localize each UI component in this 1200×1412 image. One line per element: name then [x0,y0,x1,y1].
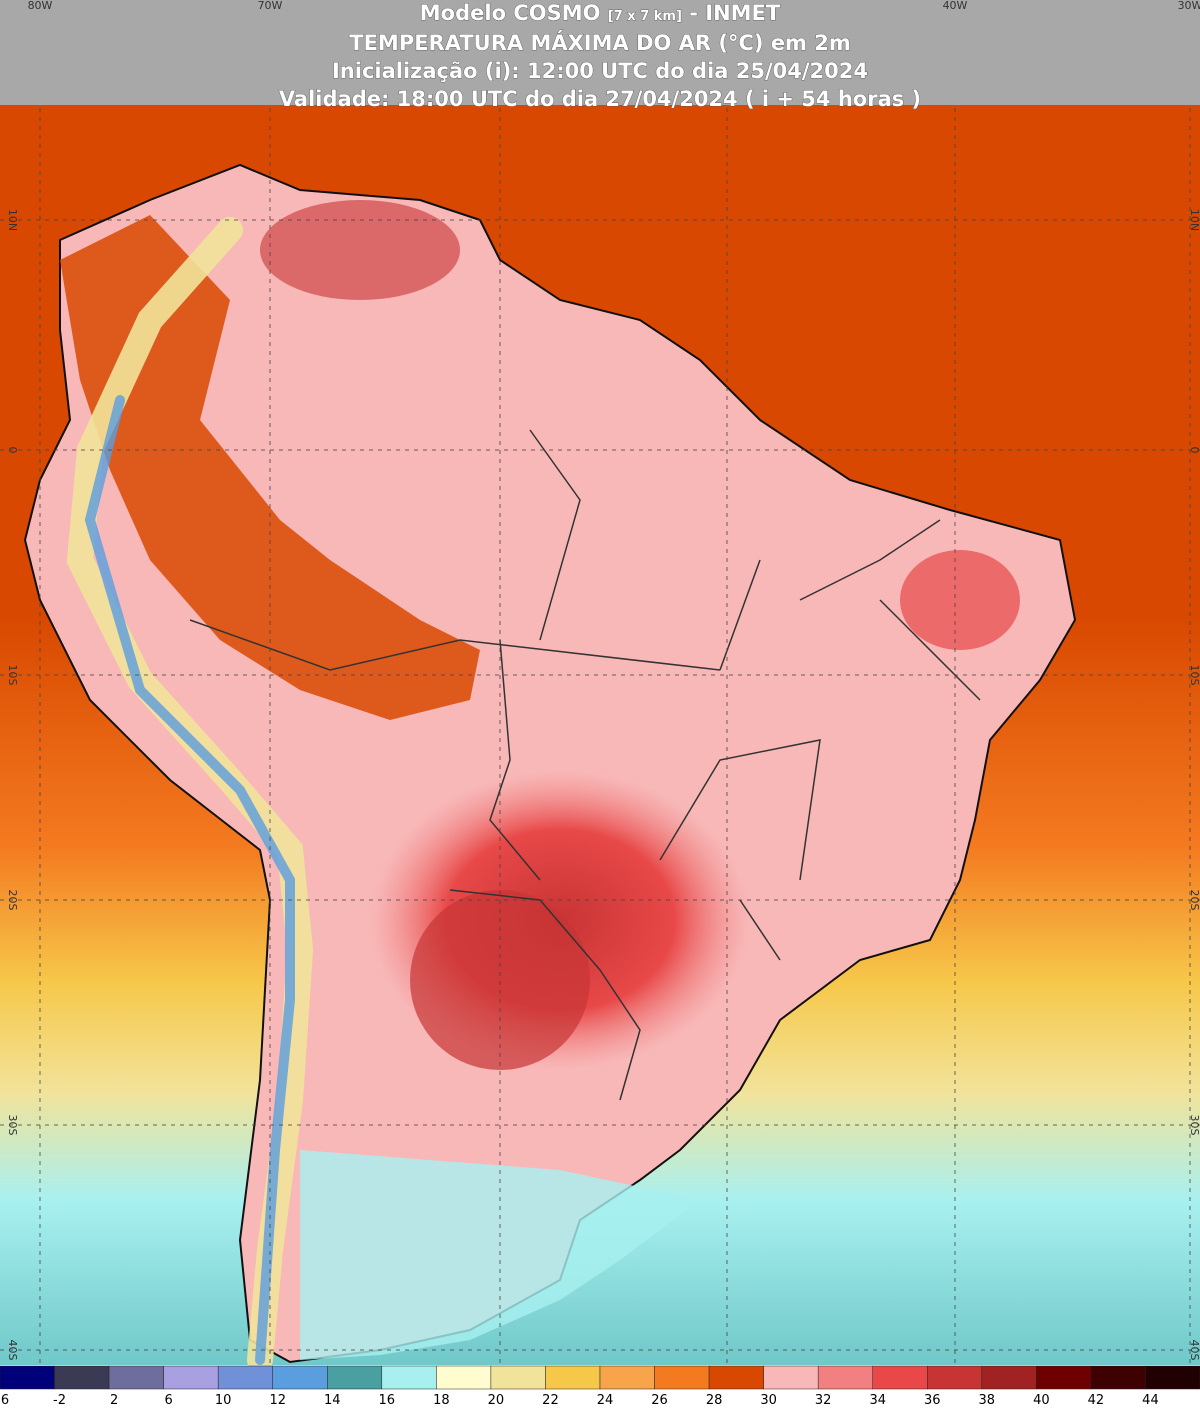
colorbar-label: 32 [815,1393,832,1408]
lat-label: 40S [1188,1340,1200,1361]
colorbar-label: 16 [379,1393,396,1408]
lat-label: 10N [1188,209,1200,231]
heat-core [900,550,1020,650]
colorbar-label: 18 [433,1393,450,1408]
colorbar-swatch [1145,1365,1200,1390]
colorbar-label: 22 [542,1393,559,1408]
colorbar-swatch [327,1365,383,1390]
colorbar-swatch [599,1365,655,1390]
colorbar-label: 14 [324,1393,341,1408]
colorbar-swatch [708,1365,764,1390]
lat-label: 10N [6,209,19,231]
latitude-labels: 10N 10N 0 0 10S 10S 20S 20S 30S 30S 40S 40S [6,209,1200,1361]
lat-label: 10S [1188,665,1200,686]
colorbar-swatch [1090,1365,1146,1390]
colorbar-swatch [654,1365,710,1390]
colorbar-swatch [763,1365,819,1390]
lat-label: 0 [1188,447,1200,454]
colorbar-label: 44 [1142,1393,1159,1408]
header-band [0,0,1200,105]
colorbar-swatch [545,1365,601,1390]
colorbar-label: 42 [1088,1393,1105,1408]
colorbar-swatch [817,1365,873,1390]
colorbar-label: 24 [597,1393,614,1408]
longitude-labels: 80W 70W 40W 30W [28,0,1200,12]
lat-label: 20S [6,890,19,911]
lat-label: 30S [6,1115,19,1136]
colorbar-swatch [217,1365,273,1390]
colorbar-swatch [981,1365,1037,1390]
andes-peaks [84,395,295,1365]
colorbar-label: 36 [924,1393,941,1408]
colorbar-label: 26 [651,1393,668,1408]
colorbar-label: 6 [164,1393,172,1408]
lon-label: 40W [943,0,968,12]
model: Modelo COSMO [420,1,601,25]
colorbar-label: 12 [269,1393,286,1408]
colorbar-swatch [163,1365,219,1390]
colorbar-label: 40 [1033,1393,1050,1408]
colorbar-swatch [54,1365,110,1390]
colorbar-label: 20 [488,1393,505,1408]
resolution: [7 x 7 km] [608,9,682,24]
lat-label: 10S [6,665,19,686]
colorbar-swatch [436,1365,492,1390]
colorbar-label: 6 [1,1393,9,1408]
lat-label: 30S [1188,1115,1200,1136]
colorbar-swatch [872,1365,928,1390]
colorbar-swatch [1036,1365,1092,1390]
map [0,0,1200,1373]
lon-label: 80W [28,0,53,12]
lon-label: 30W [1178,0,1200,12]
init-time: Inicialização (i): 12:00 UTC do dia 25/0… [332,59,868,83]
borders [189,429,981,1101]
colorbar-swatch [108,1365,164,1390]
colorbar-label: 30 [760,1393,777,1408]
colorbar-swatch [381,1365,437,1390]
lat-label: 20S [1188,890,1200,911]
colorbar-swatch [927,1365,983,1390]
variable: TEMPERATURA MÁXIMA DO AR (°C) em 2m [349,30,851,55]
heat-core [410,890,590,1070]
header-line-1: Modelo COSMO [7 x 7 km] - INMET [420,1,781,25]
colorbar-swatch [0,1365,55,1390]
colorbar-label: 10 [215,1393,232,1408]
colorbar: 6 -2 2 6 10 12 14 16 18 20 22 24 26 28 30 32 34 36 38 40 42 4… [0,1365,1200,1408]
lat-label: 0 [6,447,19,454]
source: - INMET [689,1,781,25]
heat-core [260,200,460,300]
colorbar-label: 38 [979,1393,996,1408]
colorbar-swatch [490,1365,546,1390]
colorbar-label: 2 [110,1393,118,1408]
colorbar-label: -2 [53,1393,66,1408]
valid-time: Validade: 18:00 UTC do dia 27/04/2024 ( … [279,87,921,111]
lon-label: 70W [258,0,283,12]
lat-label: 40S [6,1340,19,1361]
colorbar-label: 34 [869,1393,886,1408]
graticule [0,0,1200,1365]
colorbar-swatch [272,1365,328,1390]
colorbar-label: 28 [706,1393,723,1408]
warm-zone [60,215,480,720]
